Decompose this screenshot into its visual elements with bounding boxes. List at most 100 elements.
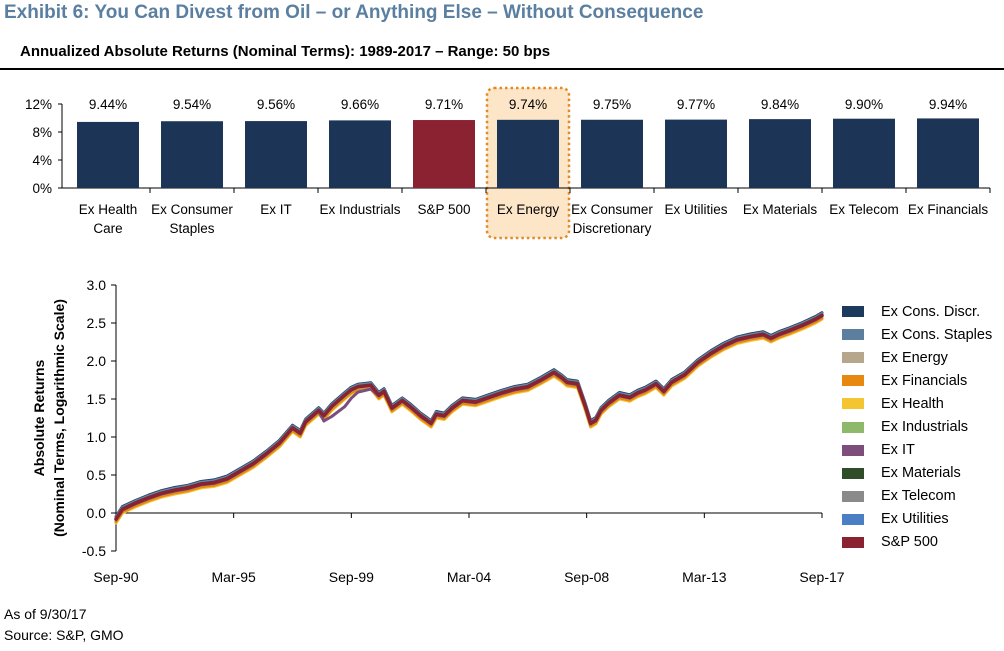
bar-data-label: 9.94%	[929, 97, 967, 112]
legend-label: Ex IT	[881, 442, 915, 459]
bar-y-tick-label: 0%	[32, 181, 52, 196]
bar-y-tick-label: 8%	[32, 125, 52, 140]
line-y-tick-label: 1.0	[87, 429, 107, 445]
bar-data-label: 9.90%	[845, 97, 883, 112]
legend-swatch	[842, 306, 864, 318]
bar-data-label: 9.71%	[425, 97, 463, 112]
bar-data-label: 9.75%	[593, 97, 631, 112]
legend-item: Ex Cons. Staples	[842, 323, 1002, 346]
line-series-s-p-500	[114, 313, 824, 521]
legend-label: Ex Industrials	[881, 419, 969, 436]
legend-item: S&P 500	[842, 531, 1002, 554]
bar	[833, 118, 895, 188]
bar-category-label: Ex Financials	[908, 202, 989, 217]
bar-category-label: Ex Energy	[497, 202, 560, 217]
source-note: Source: S&P, GMO	[4, 627, 124, 643]
bar-category-label: Ex Health	[79, 202, 138, 217]
line-x-tick-label: Sep-99	[329, 569, 374, 585]
as-of-note: As of 9/30/17	[4, 606, 87, 622]
bar	[497, 119, 559, 188]
bar-y-tick-label: 12%	[25, 97, 52, 112]
line-chart-legend: Ex Cons. Discr. Ex Cons. Staples Ex Energy…	[842, 300, 1002, 554]
legend-item: Ex Cons. Discr.	[842, 300, 1002, 323]
legend-label: Ex Financials	[881, 372, 968, 389]
exhibit-title: Exhibit 6: You Can Divest from Oil – or …	[4, 2, 704, 23]
legend-label: Ex Materials	[881, 465, 961, 482]
legend-label: Ex Telecom	[881, 488, 956, 505]
legend-item: Ex Telecom	[842, 485, 1002, 508]
line-y-axis-subtitle: (Nominal Terms, Logarithmic Scale)	[51, 299, 67, 537]
bar	[665, 119, 727, 188]
line-series-ex-materials	[114, 313, 824, 521]
line-y-tick-label: 2.0	[87, 353, 107, 369]
legend-label: S&P 500	[881, 534, 938, 551]
legend-swatch	[842, 444, 864, 456]
legend-item: Ex Health	[842, 392, 1002, 415]
legend-item: Ex Industrials	[842, 415, 1002, 438]
bar-category-label: Ex Utilities	[664, 202, 727, 217]
line-y-tick-label: 1.5	[87, 391, 107, 407]
legend-swatch	[842, 352, 864, 364]
legend-swatch	[842, 375, 864, 387]
title-rule	[0, 68, 1004, 70]
line-series-ex-cons-discr	[114, 311, 824, 518]
bar-category-label: Ex Materials	[743, 202, 818, 217]
bar-y-tick-label: 4%	[32, 153, 52, 168]
line-x-tick-label: Mar-04	[447, 569, 492, 585]
line-x-tick-label: Mar-95	[211, 569, 256, 585]
legend-label: Ex Utilities	[881, 511, 949, 528]
bar-category-label: Ex Consumer	[571, 202, 653, 217]
bar-data-label: 9.84%	[761, 97, 799, 112]
legend-swatch	[842, 490, 864, 502]
legend-swatch	[842, 467, 864, 479]
bar	[917, 118, 979, 188]
legend-item: Ex IT	[842, 439, 1002, 462]
legend-label: Ex Energy	[881, 349, 948, 366]
line-series-ex-utilities	[114, 313, 824, 520]
line-x-tick-label: Mar-13	[682, 569, 727, 585]
legend-swatch	[842, 421, 864, 433]
bar-category-label: S&P 500	[417, 202, 470, 217]
legend-item: Ex Utilities	[842, 508, 1002, 531]
line-y-tick-label: 0.0	[87, 505, 107, 521]
bar	[161, 121, 223, 188]
bar-data-label: 9.74%	[509, 97, 547, 112]
line-y-tick-label: -0.5	[82, 543, 106, 559]
bar-category-label: Ex Telecom	[829, 202, 899, 217]
bar-chart-title: Annualized Absolute Returns (Nominal Ter…	[20, 43, 551, 60]
bar	[245, 121, 307, 188]
line-y-axis-title: Absolute Returns	[31, 359, 47, 476]
line-y-tick-label: 0.5	[87, 467, 107, 483]
line-x-tick-label: Sep-90	[93, 569, 138, 585]
bar	[77, 121, 139, 188]
bar-category-label: Discretionary	[573, 221, 652, 236]
bar-category-label: Staples	[169, 221, 214, 236]
line-x-tick-label: Sep-08	[564, 569, 609, 585]
legend-swatch	[842, 536, 864, 548]
bar-data-label: 9.44%	[89, 97, 127, 112]
legend-label: Ex Cons. Staples	[881, 326, 993, 343]
legend-swatch	[842, 513, 864, 525]
bar-data-label: 9.54%	[173, 97, 211, 112]
bar-category-label: Ex Industrials	[319, 202, 400, 217]
legend-label: Ex Cons. Discr.	[881, 303, 981, 320]
line-y-tick-label: 3.0	[87, 277, 107, 293]
line-series-ex-telecom	[114, 312, 824, 520]
legend-swatch	[842, 329, 864, 341]
bar-data-label: 9.56%	[257, 97, 295, 112]
bar-category-label: Ex Consumer	[151, 202, 233, 217]
bar	[329, 120, 391, 188]
legend-item: Ex Energy	[842, 346, 1002, 369]
bar	[749, 119, 811, 188]
line-series-ex-cons-staples	[114, 312, 824, 519]
bar-chart: 0% 4% 8% 12% 9.44% Ex Health Care 9.54% Ex Consu…	[25, 86, 991, 240]
bar-category-label: Care	[93, 221, 122, 236]
legend-swatch	[842, 398, 864, 410]
legend-item: Ex Materials	[842, 462, 1002, 485]
bar-data-label: 9.77%	[677, 97, 715, 112]
line-y-tick-label: 2.5	[87, 315, 107, 331]
line-x-tick-label: Sep-17	[799, 569, 844, 585]
bar-category-label: Ex IT	[260, 202, 292, 217]
bar	[581, 119, 643, 188]
